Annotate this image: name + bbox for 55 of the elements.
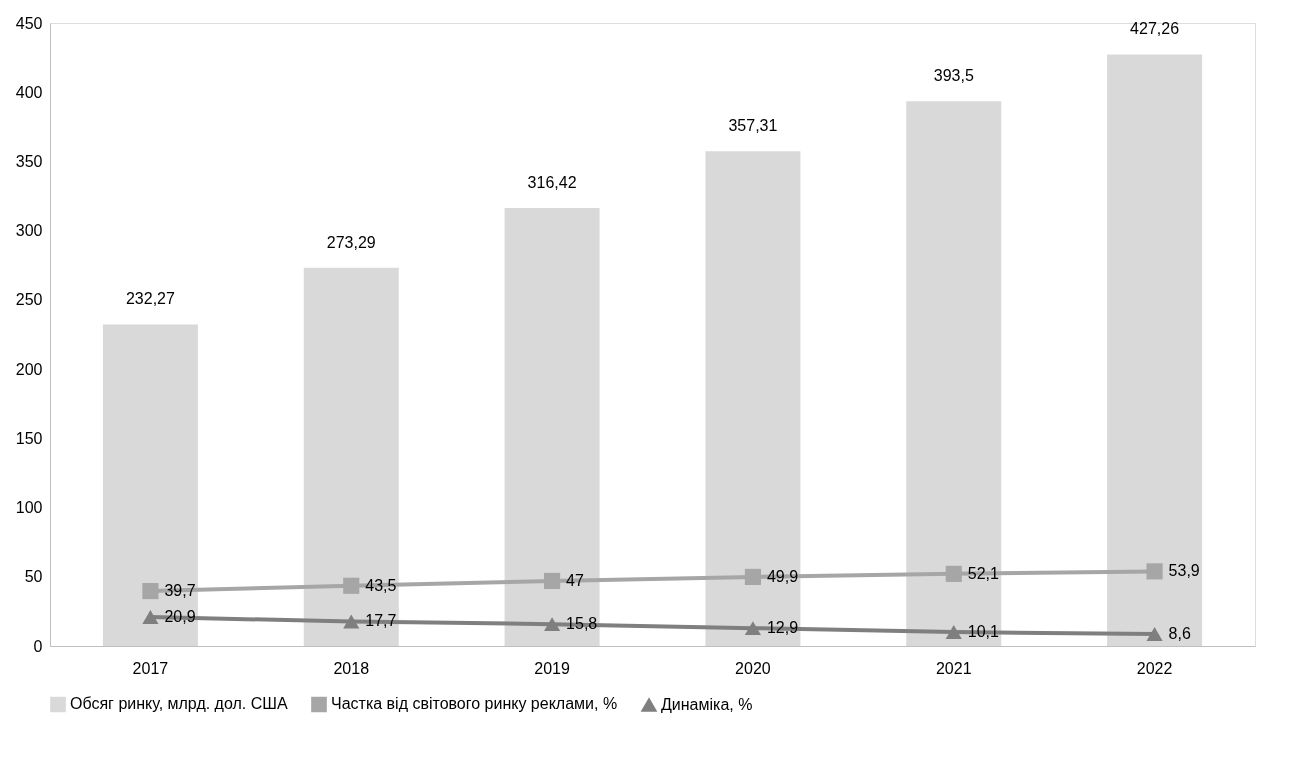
data-label: 53,9 [1168, 562, 1200, 580]
point [945, 565, 962, 582]
y-tick-label: 450 [15, 14, 43, 32]
data-label: 10,1 [967, 623, 999, 641]
data-label: 20,9 [164, 608, 196, 626]
bar [504, 207, 600, 646]
y-tick-label: 0 [33, 637, 43, 655]
legend-label: Частка від світового ринку реклами, % [331, 695, 618, 713]
data-label: 43,5 [365, 576, 397, 594]
bar [1107, 54, 1203, 646]
point [142, 582, 159, 600]
x-tick-label: 2017 [132, 659, 169, 677]
point [343, 614, 360, 629]
y-tick-label: 350 [15, 152, 43, 170]
point [544, 617, 561, 632]
y-tick-label: 400 [15, 83, 43, 101]
data-label: 12,9 [766, 619, 799, 637]
data-label: 427,26 [1130, 20, 1180, 38]
bar [102, 324, 198, 646]
y-tick-label: 50 [24, 568, 43, 586]
data-label: 39,7 [164, 582, 196, 600]
x-tick-label: 2020 [735, 659, 771, 677]
x-tick-label: 2022 [1136, 659, 1173, 677]
point [945, 625, 962, 639]
data-label: 17,7 [365, 612, 397, 630]
x-tick-label: 2021 [935, 659, 972, 677]
legend-label: Динаміка, % [661, 695, 753, 713]
point [1146, 627, 1163, 642]
point [744, 621, 761, 636]
bar [906, 101, 1002, 646]
point [343, 577, 360, 594]
point [1146, 563, 1163, 580]
data-label: 49,9 [766, 567, 799, 585]
data-label: 316,42 [527, 173, 577, 191]
point [142, 610, 159, 625]
data-label: 8,6 [1168, 625, 1191, 643]
x-tick-label: 2018 [333, 659, 370, 677]
x-tick-label: 2019 [534, 659, 570, 677]
data-label: 232,27 [125, 290, 175, 308]
legend-label: Обсяг ринку, млрд. дол. США [70, 695, 288, 713]
data-label: 15,8 [566, 615, 598, 633]
data-label: 357,31 [728, 117, 778, 135]
data-label: 393,5 [933, 67, 974, 85]
bar [705, 151, 801, 646]
data-label: 52,1 [967, 564, 999, 582]
y-tick-label: 200 [15, 360, 43, 378]
y-tick-label: 100 [15, 499, 43, 517]
y-tick-label: 150 [15, 429, 43, 447]
point [744, 568, 761, 585]
y-tick-label: 300 [15, 222, 43, 240]
data-label: 47 [566, 571, 584, 589]
bar [303, 267, 399, 646]
point [544, 572, 561, 589]
data-label: 273,29 [326, 233, 376, 251]
y-tick-label: 250 [15, 291, 43, 309]
